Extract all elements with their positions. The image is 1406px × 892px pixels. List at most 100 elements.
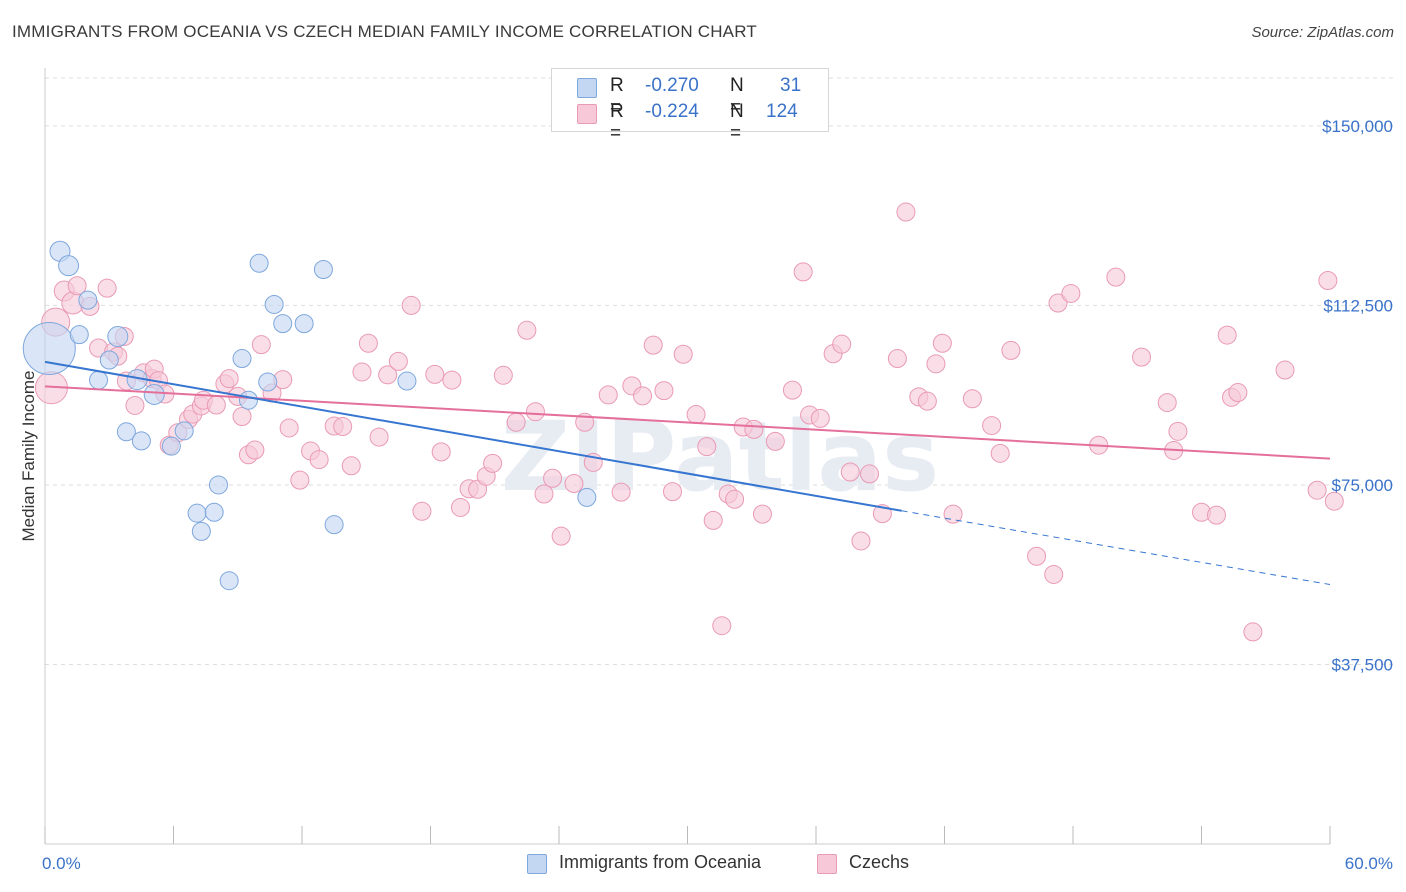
oceania-point	[143, 383, 165, 405]
oceania-point	[258, 372, 278, 392]
oceania-point	[208, 475, 228, 495]
czechs-point	[534, 484, 554, 504]
czechs-point	[917, 391, 937, 411]
source-credit: Source: ZipAtlas.com	[1251, 24, 1394, 41]
trend-lines	[44, 360, 1331, 586]
czechs-point	[1318, 271, 1338, 291]
czechs-point	[633, 386, 653, 406]
czechs-point	[752, 504, 772, 524]
czechs-point	[67, 276, 87, 296]
czechs-point	[125, 395, 145, 415]
czechs-point	[990, 443, 1010, 463]
oceania-point	[191, 521, 211, 541]
czechs-point	[97, 278, 117, 298]
czechs-point	[450, 497, 470, 517]
czechs-point	[1061, 283, 1081, 303]
legend-r-label: R =	[610, 75, 624, 118]
oceania-point	[397, 371, 417, 391]
x-tick-label: 60.0%	[1345, 854, 1393, 873]
czechs-point	[1168, 421, 1188, 441]
czechs-point	[358, 333, 378, 353]
czechs-point	[1206, 505, 1226, 525]
czechs-point	[1048, 293, 1068, 313]
y-tick-label: $112,500	[1323, 296, 1393, 315]
czechs-point	[896, 202, 916, 222]
legend-r-value: -0.224	[645, 101, 699, 122]
oceania-points	[22, 240, 597, 591]
czechs-point	[219, 369, 239, 389]
oceania-point	[131, 431, 151, 451]
czechs-point	[932, 333, 952, 353]
czechs-point	[401, 295, 421, 315]
czechs-point	[598, 385, 618, 405]
czechs-point	[832, 334, 852, 354]
oceania-point	[99, 350, 119, 370]
czechs-point	[962, 389, 982, 409]
bottom-legend-label-blue: Immigrants from Oceania	[559, 852, 762, 872]
czechs-point	[1324, 491, 1344, 511]
czechs-point	[251, 335, 271, 355]
czechs-point	[279, 418, 299, 438]
legend-n-label: N =	[730, 75, 744, 118]
oceania-point	[69, 325, 89, 345]
czechs-point	[245, 440, 265, 460]
x-tick-label: 0.0%	[42, 854, 81, 873]
czechs-point	[887, 349, 907, 369]
y-tick-label: $75,000	[1332, 476, 1393, 495]
czechs-point	[232, 406, 252, 426]
oceania-point	[313, 260, 333, 279]
czechs-point	[703, 510, 723, 530]
czechs-point	[725, 489, 745, 509]
y-tick-label: $37,500	[1332, 655, 1393, 674]
legend-n-label: N =	[730, 101, 744, 144]
oceania-point	[89, 370, 109, 390]
czechs-point	[206, 395, 226, 415]
czechs-point	[543, 468, 563, 488]
czechs-point	[290, 470, 310, 490]
czechs-point	[1044, 564, 1064, 584]
czechs-point	[341, 456, 361, 476]
oceania-point	[107, 326, 129, 348]
czechs-point	[1217, 325, 1237, 345]
oceania-point	[577, 487, 597, 507]
czechs-point	[1106, 267, 1126, 287]
czechs-point	[1228, 383, 1248, 403]
bottom-legend-swatch-pink	[817, 854, 837, 874]
oceania-point	[264, 294, 284, 314]
czechs-point	[425, 364, 445, 384]
czechs-point	[369, 427, 389, 447]
czechs-point	[1157, 393, 1177, 413]
grid-lines	[45, 77, 1395, 665]
czechs-point	[309, 450, 329, 470]
czechs-point	[483, 453, 503, 473]
czechs-point	[851, 531, 871, 551]
czechs-point	[744, 419, 764, 439]
y-axis-title: Median Family Income	[19, 370, 38, 541]
czechs-point	[810, 408, 830, 428]
legend-r-label: R =	[610, 101, 624, 144]
oceania-point	[22, 321, 76, 375]
bottom-legend-label-pink: Czechs	[849, 852, 910, 872]
legend-swatch-blue	[577, 78, 597, 98]
czechs-point	[611, 482, 631, 502]
oceania-point	[187, 503, 207, 523]
legend-r-value: -0.270	[645, 75, 699, 96]
czechs-point	[388, 351, 408, 371]
czechs-point	[564, 474, 584, 494]
czechs-point	[860, 464, 880, 484]
czechs-point	[517, 320, 537, 340]
czechs-point	[1027, 546, 1047, 566]
czechs-point	[352, 362, 372, 382]
oceania-point	[204, 502, 224, 522]
czechs-point	[765, 431, 785, 451]
tick-labels: $37,500 $75,000 $112,500 $150,000 0.0% 60.0%	[42, 117, 1393, 873]
czechs-point	[431, 442, 451, 462]
czechs-point	[840, 462, 860, 482]
czechs-point	[1132, 347, 1152, 367]
czechs-point	[333, 417, 353, 437]
chart-title: IMMIGRANTS FROM OCEANIA VS CZECH MEDIAN …	[12, 22, 757, 41]
bottom-legend-swatch-blue	[527, 854, 547, 874]
czechs-point	[525, 402, 545, 422]
oceania-point	[78, 290, 98, 310]
